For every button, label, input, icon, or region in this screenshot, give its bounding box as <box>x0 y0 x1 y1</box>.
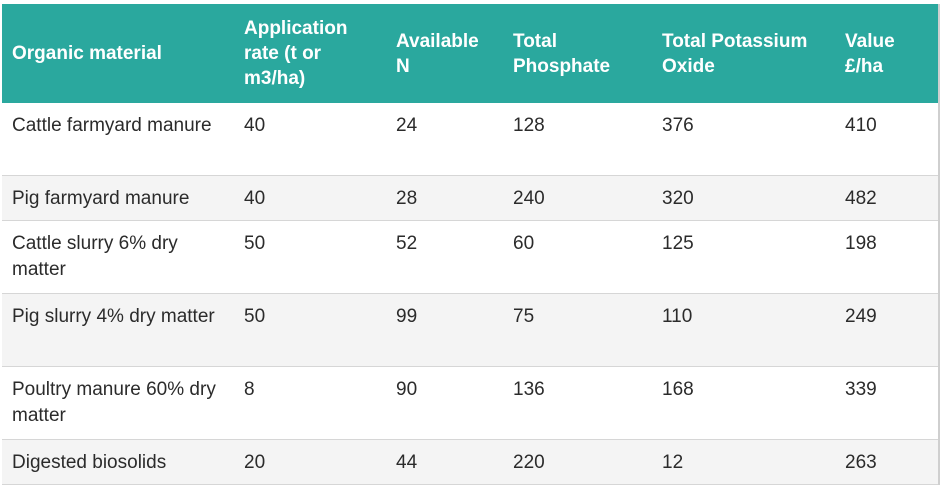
table-header: Organic material Application rate (t or … <box>2 4 938 103</box>
cell-total-potassium-oxide: 12 <box>652 439 835 485</box>
cell-organic-material: Digested biosolids <box>2 439 234 485</box>
cell-available-n: 24 <box>386 103 503 176</box>
cell-value: 263 <box>835 439 938 485</box>
cell-value: 198 <box>835 220 938 294</box>
cell-value: 410 <box>835 103 938 176</box>
table-header-row: Organic material Application rate (t or … <box>2 4 938 103</box>
cell-total-phosphate: 128 <box>503 103 652 176</box>
header-application-rate: Application rate (t or m3/ha) <box>244 18 348 89</box>
header-organic-material: Organic material <box>12 43 162 64</box>
cell-total-potassium-oxide: 168 <box>652 366 835 440</box>
table-row: Cattle slurry 6% dry matter 50 52 60 125… <box>2 220 938 294</box>
table-body: Cattle farmyard manure 40 24 128 376 410… <box>2 103 938 485</box>
cell-available-n: 52 <box>386 220 503 294</box>
cell-total-phosphate: 75 <box>503 293 652 367</box>
cell-organic-material: Pig slurry 4% dry matter <box>2 293 234 367</box>
cell-application-rate: 40 <box>234 175 386 221</box>
cell-available-n: 44 <box>386 439 503 485</box>
cell-total-potassium-oxide: 110 <box>652 293 835 367</box>
cell-value: 339 <box>835 366 938 440</box>
header-total-phosphate: Total Phosphate <box>513 30 611 77</box>
cell-total-phosphate: 220 <box>503 439 652 485</box>
cell-organic-material: Poultry manure 60% dry matter <box>2 366 234 440</box>
cell-application-rate: 8 <box>234 366 386 440</box>
cell-available-n: 28 <box>386 175 503 221</box>
header-available-n: Available N <box>396 30 479 77</box>
cell-available-n: 99 <box>386 293 503 367</box>
data-table-container: Organic material Application rate (t or … <box>2 4 940 485</box>
cell-organic-material: Cattle farmyard manure <box>2 103 234 176</box>
table-row: Pig slurry 4% dry matter 50 99 75 110 24… <box>2 293 938 367</box>
table-row: Cattle farmyard manure 40 24 128 376 410 <box>2 103 938 176</box>
table-row: Digested biosolids 20 44 220 12 263 <box>2 439 938 485</box>
cell-organic-material: Pig farmyard manure <box>2 175 234 221</box>
header-total-potassium-oxide: Total Potassium Oxide <box>662 30 808 77</box>
cell-application-rate: 50 <box>234 220 386 294</box>
cell-application-rate: 20 <box>234 439 386 485</box>
cell-application-rate: 40 <box>234 103 386 176</box>
cell-value: 482 <box>835 175 938 221</box>
cell-total-phosphate: 240 <box>503 175 652 221</box>
cell-total-phosphate: 60 <box>503 220 652 294</box>
cell-application-rate: 50 <box>234 293 386 367</box>
cell-total-phosphate: 136 <box>503 366 652 440</box>
cell-available-n: 90 <box>386 366 503 440</box>
cell-organic-material: Cattle slurry 6% dry matter <box>2 220 234 294</box>
cell-value: 249 <box>835 293 938 367</box>
cell-total-potassium-oxide: 125 <box>652 220 835 294</box>
cell-total-potassium-oxide: 376 <box>652 103 835 176</box>
cell-total-potassium-oxide: 320 <box>652 175 835 221</box>
table-row: Pig farmyard manure 40 28 240 320 482 <box>2 175 938 221</box>
table-right-border <box>938 4 940 485</box>
header-value: Value £/ha <box>845 30 895 77</box>
organic-material-table: Organic material Application rate (t or … <box>2 4 938 485</box>
table-row: Poultry manure 60% dry matter 8 90 136 1… <box>2 366 938 440</box>
